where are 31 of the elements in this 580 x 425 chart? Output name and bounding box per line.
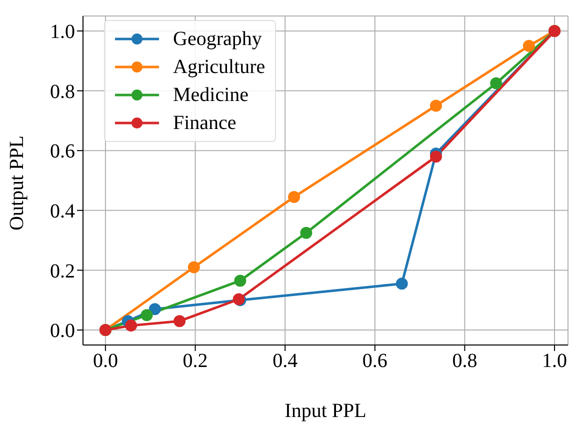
legend-label: Agriculture [173, 55, 266, 80]
y-tick-label: 0.8 [50, 80, 75, 103]
point [140, 309, 153, 322]
point [188, 261, 200, 274]
point [430, 100, 442, 112]
point [174, 315, 186, 328]
y-tick-label: 0.2 [50, 260, 75, 282]
x-tick-label: 1.0 [542, 350, 568, 372]
point [125, 320, 138, 332]
x-axis-title: Input PPL [284, 400, 366, 422]
point [430, 150, 442, 163]
point [148, 303, 161, 316]
y-axis-title: Output PPL [6, 135, 28, 230]
point [396, 278, 408, 290]
legend-label: Medicine [173, 83, 249, 108]
y-tick-label: 1.0 [50, 21, 75, 44]
y-tick-label: 0.6 [50, 140, 75, 163]
legend-label: Finance [173, 111, 236, 136]
x-tick-label: 0.4 [272, 350, 298, 372]
point [490, 77, 502, 90]
x-tick-label: 0.2 [182, 350, 208, 372]
y-tick-label: 0.4 [50, 200, 75, 223]
point [522, 40, 535, 52]
x-tick-label: 0.0 [92, 350, 118, 372]
x-tick-label: 0.6 [362, 350, 388, 372]
y-tick-label: 0.0 [50, 320, 75, 342]
point [288, 190, 300, 203]
point [234, 274, 246, 287]
x-tick-label: 0.8 [452, 350, 478, 372]
legend-label: Geography [173, 27, 262, 52]
point [300, 226, 312, 239]
